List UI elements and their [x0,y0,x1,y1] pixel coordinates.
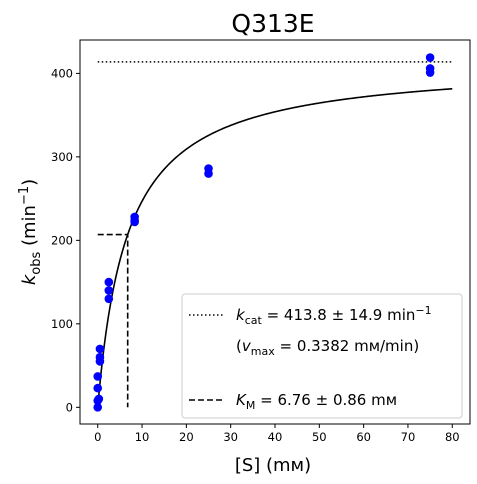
data-point [93,383,103,393]
y-tick-label: 400 [51,66,73,80]
y-axis-label: kobs (min−1) [17,179,44,285]
data-point [104,286,114,295]
data-point [95,344,105,354]
y-tick-label: 300 [51,150,73,164]
legend-vmax-value: = 0.3382 mм/min) [275,337,419,355]
legend-km-k: K [236,391,247,409]
x-tick-label: 40 [268,430,283,444]
data-point [425,64,435,73]
data-point [104,294,114,304]
y-axis-label-close: ) [19,179,40,186]
data-point [93,403,103,412]
legend-vmax-v: v [242,337,252,355]
x-tick-label: 50 [312,430,327,444]
y-tick-label: 200 [51,233,73,247]
data-point [204,164,213,173]
data-point [94,394,104,404]
legend-kcat-k: k [236,306,246,324]
data-point [130,216,139,225]
y-axis-label-sub: obs [29,252,44,275]
y-axis-ticks: 0 100 200 300 400 [51,66,80,414]
x-axis-label: [S] (mм) [235,455,311,476]
x-tick-label: 80 [445,430,460,444]
legend-kcat-value: = 413.8 ± 14.9 min [262,306,416,324]
legend-kcat-entry: kcat = 413.8 ± 14.9 min−1 [236,304,432,327]
legend-vmax-entry: (vmax = 0.3382 mм/min) [236,337,419,358]
x-tick-label: 30 [223,430,238,444]
x-axis-ticks: 0 10 20 30 40 50 60 70 80 [94,424,460,444]
y-axis-label-k: k [19,273,40,285]
fit-curve-layer [96,87,453,408]
x-tick-label: 60 [356,430,371,444]
legend-vmax-sub: max [251,345,275,358]
data-point [93,372,103,381]
legend-vmax-open: ( [236,337,242,355]
legend-box [181,293,463,419]
legend: kcat = 413.8 ± 14.9 min−1 (vmax = 0.3382… [181,293,463,419]
y-tick-label: 100 [51,317,73,331]
legend-km-sub: M [246,399,256,412]
legend-kcat-exp: −1 [415,304,431,317]
chart-title: Q313E [231,9,314,38]
data-point [95,352,105,362]
y-tick-label: 0 [66,400,73,414]
y-axis-label-unit-text: (min [19,205,40,246]
data-points-layer [93,53,435,412]
x-tick-label: 0 [94,430,101,444]
x-tick-label: 70 [401,430,416,444]
legend-km-value: = 6.76 ± 0.86 mм [255,391,397,409]
legend-kcat-sub: cat [245,314,263,327]
data-point [104,277,114,287]
x-tick-label: 10 [135,430,150,444]
data-point [425,53,435,62]
y-axis-label-exp: −1 [17,186,32,205]
michaelis-menten-fit-curve [96,87,453,408]
x-tick-label: 20 [179,430,194,444]
legend-km-entry: KM = 6.76 ± 0.86 mм [236,391,397,412]
km-reference-line [97,233,129,408]
